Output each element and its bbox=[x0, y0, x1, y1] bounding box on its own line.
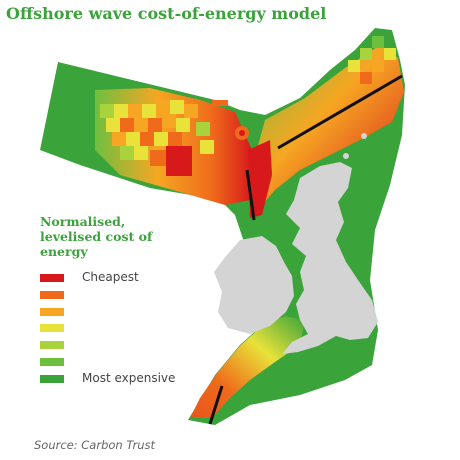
legend-row bbox=[40, 305, 190, 322]
legend-label: Cheapest bbox=[82, 270, 139, 284]
map-title: Offshore wave cost-of-energy model bbox=[6, 4, 327, 23]
legend-title: Normalised, levelised cost of energy bbox=[40, 214, 153, 259]
shetland-islet bbox=[361, 133, 367, 139]
legend-swatch bbox=[40, 357, 64, 366]
legend-row bbox=[40, 321, 190, 338]
legend: Normalised, levelised cost of energy Che… bbox=[40, 214, 190, 389]
legend-label: Most expensive bbox=[82, 370, 176, 385]
marker-north bbox=[277, 74, 403, 150]
legend-swatch bbox=[40, 307, 64, 316]
legend-swatch bbox=[40, 374, 64, 383]
legend-row bbox=[40, 355, 190, 372]
source-credit: Source: Carbon Trust bbox=[34, 438, 156, 452]
rockall-hotspot-core bbox=[239, 130, 245, 136]
legend-row bbox=[40, 288, 190, 305]
orkney-islet bbox=[343, 153, 349, 159]
marker-west bbox=[245, 169, 256, 221]
marker-southwest bbox=[208, 385, 224, 425]
legend-swatch bbox=[40, 290, 64, 299]
northern-warm-band bbox=[250, 45, 404, 205]
hebrides-red-strip bbox=[248, 140, 272, 218]
cost-grid-cells bbox=[100, 100, 228, 176]
legend-swatch bbox=[40, 324, 64, 333]
legend-swatch bbox=[40, 341, 64, 350]
legend-row bbox=[40, 338, 190, 355]
great-britain-land bbox=[282, 162, 378, 354]
legend-row: Most expensive bbox=[40, 370, 190, 389]
legend-swatch bbox=[40, 274, 64, 282]
legend-list: Cheapest bbox=[40, 270, 190, 389]
ireland-land bbox=[214, 236, 294, 334]
northeast-grid-cells bbox=[348, 36, 396, 84]
legend-row: Cheapest bbox=[40, 270, 190, 288]
